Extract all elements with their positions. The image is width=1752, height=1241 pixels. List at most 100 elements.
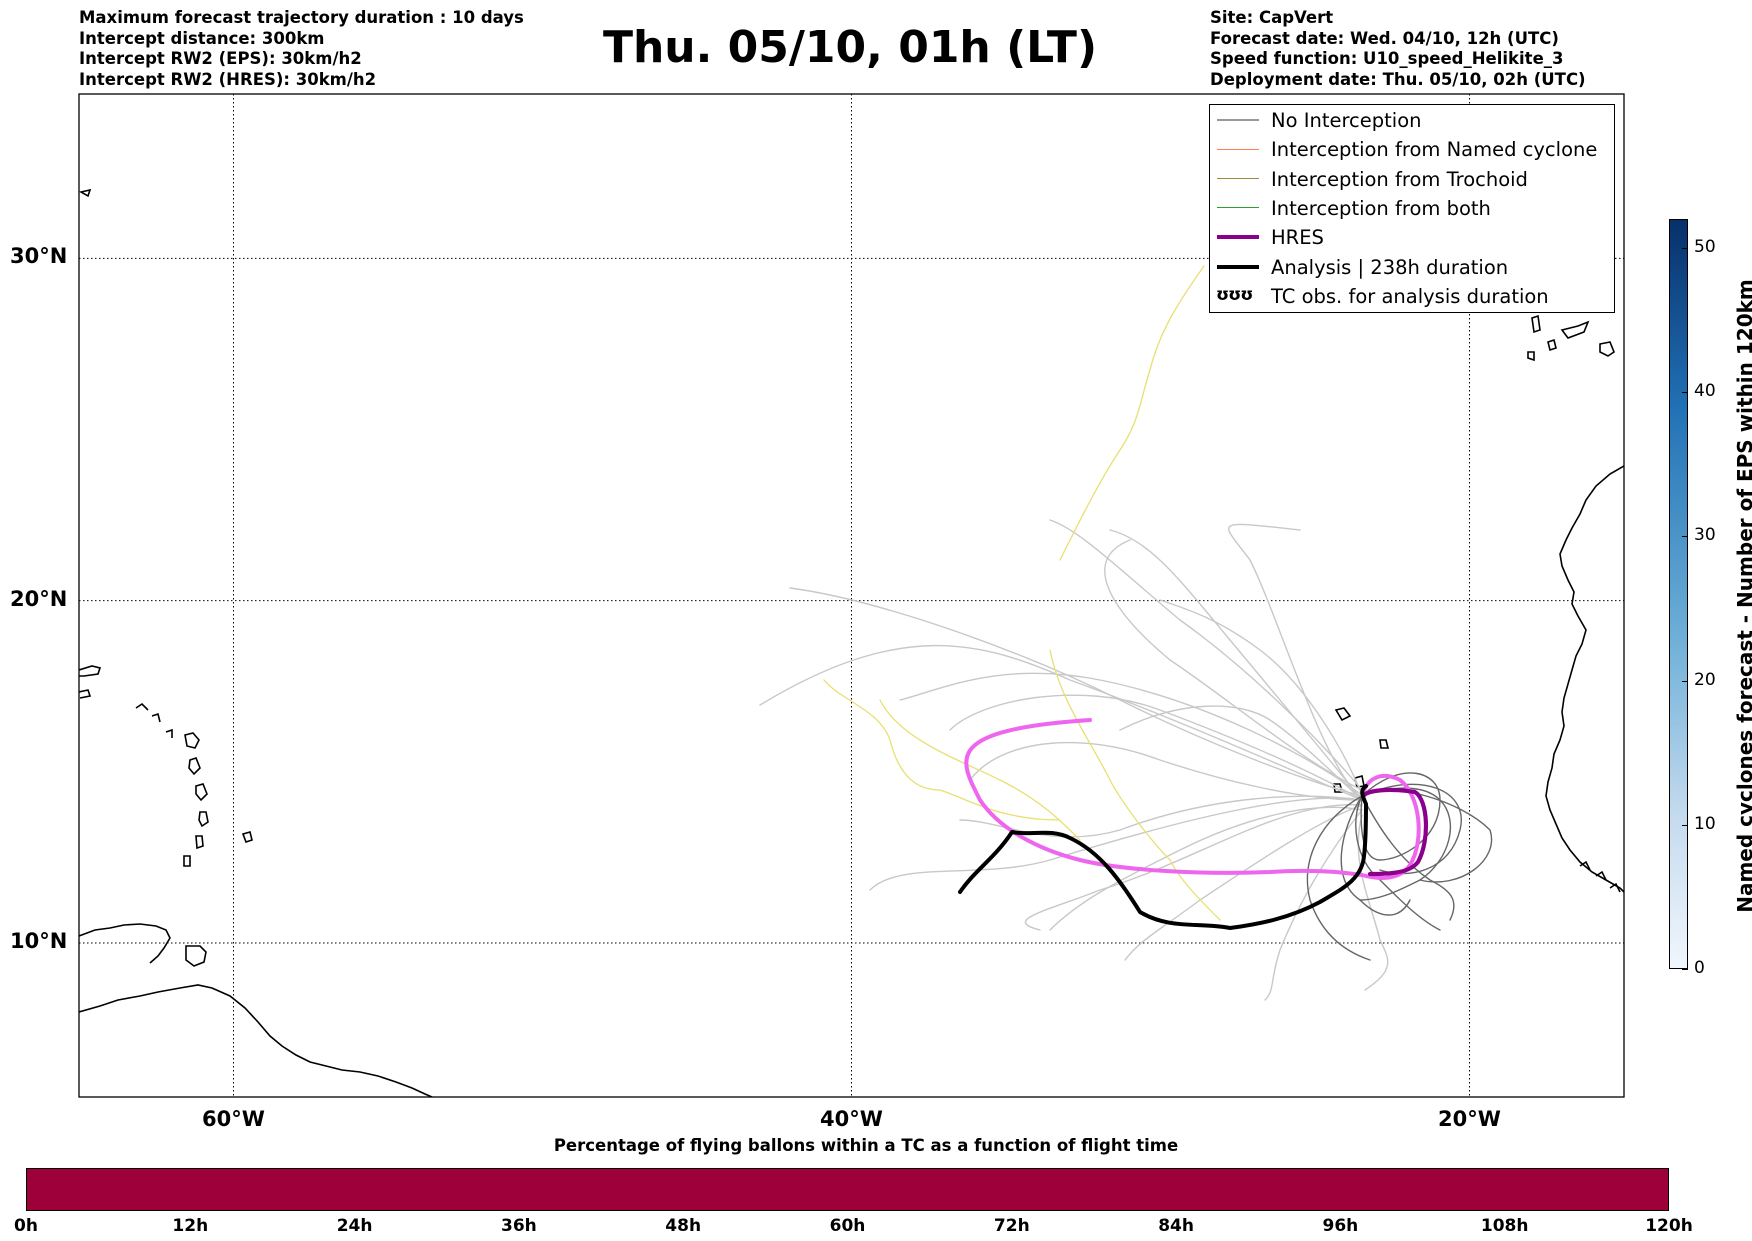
lesser-antilles-6 bbox=[183, 855, 191, 867]
trajectory-tracks bbox=[759, 265, 1493, 1001]
virgin-islands bbox=[135, 702, 173, 738]
eps-track-dark bbox=[1361, 795, 1455, 921]
lesser-antilles-1 bbox=[184, 732, 200, 749]
eps-track-light bbox=[899, 672, 1363, 796]
horizontal-colorbar-tick: 36h bbox=[501, 1216, 537, 1236]
vertical-colorbar-tick: 30 bbox=[1694, 525, 1716, 546]
eps-track-light bbox=[789, 587, 1363, 797]
intercept-eps-text: Intercept RW2 (EPS): 30km/h2 bbox=[79, 49, 362, 68]
lesser-antilles-2 bbox=[188, 757, 201, 776]
lesser-antilles-4 bbox=[198, 811, 209, 828]
intercept-distance-text: Intercept distance: 300km bbox=[79, 28, 325, 48]
eps-track-light bbox=[1124, 804, 1363, 961]
deployment-date-text: Deployment date: Thu. 05/10, 02h (UTC) bbox=[1210, 69, 1586, 89]
legend-line-swatch bbox=[1217, 119, 1259, 121]
vertical-colorbar-label: Named cyclones forecast - Number of EPS … bbox=[1733, 279, 1752, 913]
canary-1 bbox=[1531, 314, 1541, 334]
venezuela-gulf bbox=[79, 923, 171, 964]
small-islet-2 bbox=[79, 188, 92, 198]
hres-track bbox=[1360, 787, 1429, 877]
eps-track-light bbox=[1024, 804, 1363, 931]
horizontal-colorbar-tick: 0h bbox=[14, 1216, 38, 1236]
horizontal-colorbar-tick: 96h bbox=[1322, 1216, 1359, 1236]
legend-label: Interception from both bbox=[1271, 196, 1491, 220]
eps-track-light bbox=[1049, 806, 1363, 931]
eps-track-light bbox=[759, 644, 1363, 801]
map-legend: No Interception Interception from Named c… bbox=[1209, 104, 1615, 313]
lon-tick-label: 20°W bbox=[1438, 1107, 1501, 1131]
site-text: Site: CapVert bbox=[1210, 8, 1334, 27]
canary-3 bbox=[1547, 338, 1557, 352]
canary-4 bbox=[1599, 341, 1615, 357]
intercept-hres-text: Intercept RW2 (HRES): 30km/h2 bbox=[79, 69, 377, 89]
coastlines bbox=[79, 188, 1624, 1097]
trochoid-track bbox=[879, 699, 1081, 841]
eps-track-light bbox=[1049, 519, 1363, 791]
vertical-colorbar-tick: 40 bbox=[1694, 381, 1716, 402]
analysis-track bbox=[958, 784, 1368, 930]
eps-track-light bbox=[1104, 539, 1363, 791]
vertical-colorbar-tick-mark bbox=[1682, 824, 1688, 826]
legend-label: Interception from Named cyclone bbox=[1271, 138, 1598, 162]
lat-tick-label: 30°N bbox=[10, 244, 68, 269]
eps-track-light bbox=[1109, 529, 1363, 801]
horizontal-colorbar-label: Percentage of flying ballons within a TC… bbox=[553, 1136, 1179, 1155]
vertical-colorbar-tick-mark bbox=[1682, 247, 1688, 249]
horizontal-colorbar-tick: 48h bbox=[665, 1216, 702, 1236]
forecast-date-text: Forecast date: Wed. 04/10, 12h (UTC) bbox=[1210, 28, 1559, 48]
header-right-info: Site: CapVert Forecast date: Wed. 04/10,… bbox=[1210, 8, 1586, 90]
map-gridlines bbox=[79, 94, 1624, 1097]
vertical-colorbar-tick: 20 bbox=[1694, 669, 1716, 690]
canary-5 bbox=[1527, 351, 1535, 362]
legend-item-tc-obs: ʊʊʊ TC obs. for analysis duration bbox=[1210, 282, 1614, 311]
max-duration-text: Maximum forecast trajectory duration : 1… bbox=[79, 8, 524, 27]
eps-track-light bbox=[1119, 705, 1363, 801]
eps-track-light bbox=[1228, 523, 1363, 801]
legend-item: No Interception bbox=[1210, 106, 1614, 135]
lesser-antilles-3 bbox=[195, 783, 208, 802]
vertical-colorbar-tick: 0 bbox=[1694, 958, 1705, 978]
eps-track-dark bbox=[1306, 795, 1371, 961]
eps-track-light bbox=[949, 694, 1363, 801]
vertical-colorbar bbox=[1669, 219, 1688, 969]
eps-track-light bbox=[869, 797, 1363, 891]
legend-line-swatch bbox=[1217, 207, 1259, 209]
small-islet-1 bbox=[241, 831, 253, 844]
legend-label: HRES bbox=[1271, 226, 1324, 250]
horizontal-colorbar-tick: 60h bbox=[829, 1216, 866, 1236]
legend-item: Analysis | 238h duration bbox=[1210, 253, 1614, 282]
horizontal-colorbar-tick: 84h bbox=[1158, 1216, 1194, 1236]
horizontal-colorbar bbox=[26, 1168, 1669, 1211]
trochoid-track bbox=[823, 679, 1061, 821]
eps-track-light bbox=[969, 741, 1363, 801]
legend-line-swatch bbox=[1217, 178, 1259, 180]
vertical-colorbar-tick: 10 bbox=[1694, 813, 1716, 834]
horizontal-colorbar-tick: 120h bbox=[1645, 1216, 1693, 1236]
eps-track-dark bbox=[1361, 783, 1462, 875]
lesser-antilles-5 bbox=[195, 835, 204, 850]
bijagos-islands bbox=[1579, 860, 1621, 893]
eps-track-light bbox=[1357, 814, 1389, 991]
legend-item: Interception from both bbox=[1210, 194, 1614, 223]
puerto-rico bbox=[79, 665, 102, 677]
legend-label: TC obs. for analysis duration bbox=[1271, 285, 1549, 308]
vertical-colorbar-tick-mark bbox=[1682, 680, 1688, 682]
hispaniola-tip bbox=[79, 689, 92, 699]
vertical-colorbar-tick: 50 bbox=[1694, 236, 1716, 257]
legend-item: Interception from Trochoid bbox=[1210, 165, 1614, 194]
eps-track-light bbox=[1264, 809, 1363, 1001]
horizontal-colorbar-tick: 108h bbox=[1480, 1216, 1529, 1236]
trinidad-island bbox=[185, 945, 207, 967]
lon-tick-label: 60°W bbox=[202, 1107, 265, 1131]
header-left-info: Maximum forecast trajectory duration : 1… bbox=[79, 8, 524, 90]
africa-coast bbox=[1545, 465, 1624, 893]
map-frame bbox=[78, 93, 1625, 1098]
speed-function-text: Speed function: U10_speed_Helikite_3 bbox=[1210, 49, 1564, 68]
legend-line-swatch bbox=[1217, 235, 1259, 240]
cape-verde-1 bbox=[1334, 707, 1352, 722]
canary-2 bbox=[1560, 320, 1590, 339]
lat-tick-label: 20°N bbox=[10, 586, 68, 611]
hres-forecast-track bbox=[964, 718, 1421, 880]
cape-verde-2 bbox=[1379, 739, 1390, 749]
legend-label: No Interception bbox=[1271, 109, 1422, 132]
